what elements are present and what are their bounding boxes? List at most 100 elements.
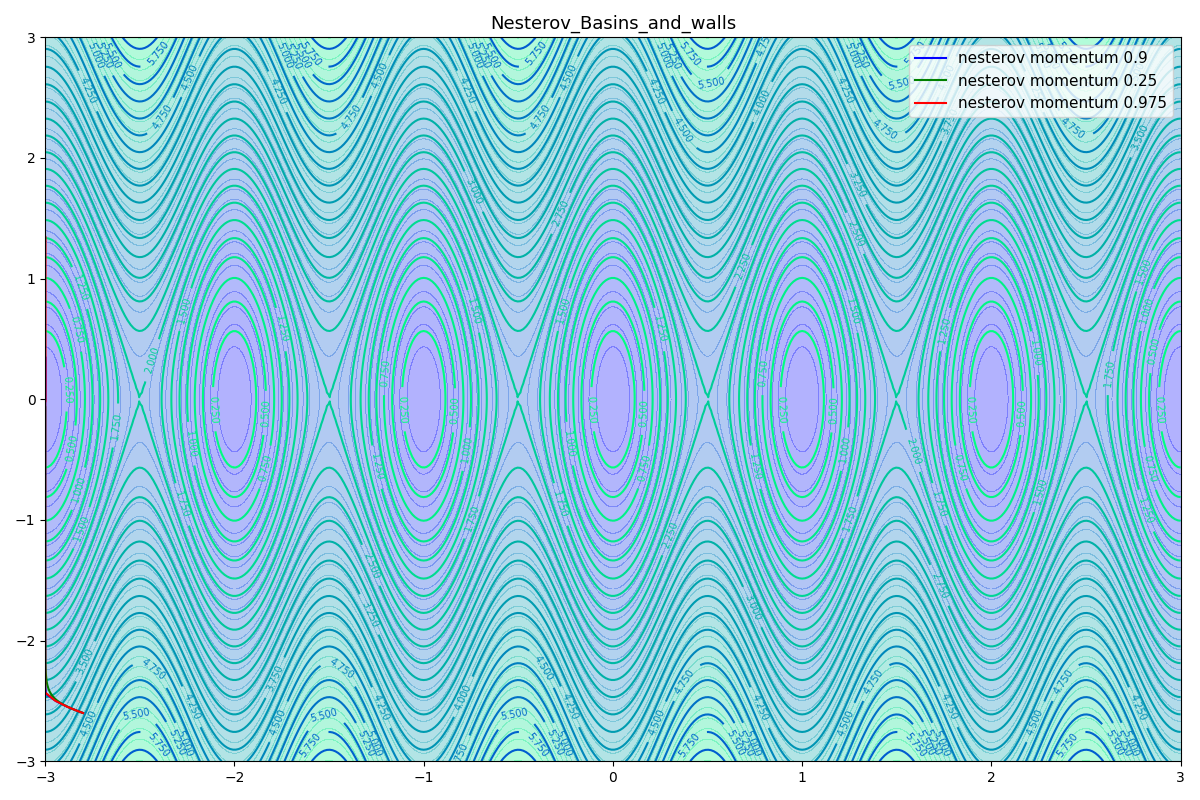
Text: 4.500: 4.500	[1127, 61, 1147, 90]
Text: 1.000: 1.000	[460, 435, 474, 463]
Text: 4.250: 4.250	[456, 76, 476, 106]
nesterov momentum 0.25	[38, 406, 53, 416]
Text: 0.750: 0.750	[952, 453, 968, 482]
Text: 5.750: 5.750	[902, 40, 928, 68]
Text: 5.750: 5.750	[298, 40, 323, 68]
Text: 0.500: 0.500	[260, 399, 271, 427]
Text: 1.000: 1.000	[839, 435, 852, 463]
Text: 3.000: 3.000	[742, 593, 762, 622]
Text: 5.250: 5.250	[923, 727, 943, 757]
Text: 1.500: 1.500	[1032, 476, 1049, 506]
Text: 1.750: 1.750	[110, 411, 122, 440]
Text: 0.250: 0.250	[208, 395, 218, 423]
Text: 3.500: 3.500	[1130, 122, 1151, 152]
Text: 2.500: 2.500	[361, 550, 380, 580]
Text: 5.750: 5.750	[1055, 40, 1080, 68]
Text: 0.500: 0.500	[1016, 399, 1028, 427]
Text: 1.000: 1.000	[1028, 338, 1042, 367]
Text: 1.000: 1.000	[1138, 295, 1156, 324]
Text: 5.750: 5.750	[1055, 731, 1080, 759]
Text: 5.250: 5.250	[282, 42, 304, 71]
Text: 5.000: 5.000	[553, 729, 572, 758]
Text: 0.500: 0.500	[450, 396, 461, 425]
Text: 2.500: 2.500	[845, 218, 865, 248]
Text: 5.000: 5.000	[364, 729, 384, 758]
Text: 5.500: 5.500	[101, 41, 122, 70]
Title: Nesterov_Basins_and_walls: Nesterov_Basins_and_walls	[490, 15, 736, 34]
Text: 0.250: 0.250	[964, 395, 976, 423]
nesterov momentum 0.975	[38, 427, 53, 437]
Text: 5.500: 5.500	[121, 707, 151, 722]
Text: 1.750: 1.750	[552, 490, 569, 519]
nesterov momentum 0.975	[76, 708, 90, 718]
Text: 0.250: 0.250	[775, 395, 786, 423]
Text: 4.250: 4.250	[835, 76, 854, 106]
Text: 0.500: 0.500	[638, 399, 649, 427]
nesterov momentum 0.9	[76, 708, 90, 718]
Text: 3.750: 3.750	[265, 663, 286, 693]
nesterov momentum 0.25	[38, 510, 53, 520]
Text: 5.500: 5.500	[887, 75, 917, 92]
Text: 4.500: 4.500	[835, 709, 856, 738]
Text: 5.000: 5.000	[464, 41, 484, 70]
Text: 5.000: 5.000	[174, 729, 194, 758]
Text: 1.500: 1.500	[176, 295, 193, 324]
Text: 4.750: 4.750	[755, 28, 775, 58]
nesterov momentum 0.25	[71, 706, 85, 716]
Text: 4.750: 4.750	[340, 103, 364, 131]
Text: 4.500: 4.500	[532, 654, 554, 682]
Text: 4.500: 4.500	[79, 709, 98, 738]
Text: 5.250: 5.250	[1039, 42, 1060, 71]
Text: 2.750: 2.750	[551, 198, 571, 228]
Text: 0.750: 0.750	[1141, 454, 1158, 483]
Text: 5.000: 5.000	[842, 41, 862, 70]
Text: 5.000: 5.000	[275, 41, 294, 70]
Text: 4.750: 4.750	[870, 118, 899, 142]
Text: 5.500: 5.500	[1103, 729, 1126, 758]
Text: 1.250: 1.250	[368, 453, 384, 482]
Text: 5.500: 5.500	[500, 707, 529, 722]
nesterov momentum 0.9	[38, 491, 53, 501]
Text: 3.750: 3.750	[941, 106, 961, 135]
Text: 5.500: 5.500	[1075, 76, 1104, 91]
Text: 0.500: 0.500	[828, 396, 839, 425]
Text: 1.500: 1.500	[466, 297, 482, 326]
Text: 5.500: 5.500	[310, 707, 338, 724]
Text: 5.750: 5.750	[145, 40, 170, 68]
Text: 5.250: 5.250	[545, 727, 565, 757]
Text: 5.750: 5.750	[677, 40, 702, 68]
Text: 4.250: 4.250	[646, 77, 666, 106]
Text: 4.500: 4.500	[269, 707, 288, 737]
nesterov momentum 0.9	[38, 394, 53, 404]
nesterov momentum 0.9	[71, 706, 85, 716]
Text: 3.250: 3.250	[359, 600, 379, 629]
Text: 5.500: 5.500	[914, 729, 936, 758]
Text: 4.750: 4.750	[1058, 116, 1086, 142]
Text: 1.250: 1.250	[652, 315, 667, 344]
Text: 4.500: 4.500	[647, 707, 667, 737]
Text: 0.250: 0.250	[1153, 395, 1165, 423]
Text: 1.250: 1.250	[1136, 496, 1154, 526]
Text: 0.750: 0.750	[68, 315, 85, 345]
Text: 1.750: 1.750	[173, 490, 191, 519]
Text: 4.250: 4.250	[371, 693, 391, 722]
Text: 5.250: 5.250	[472, 41, 492, 70]
Text: 5.750: 5.750	[145, 731, 170, 759]
Text: 4.250: 4.250	[268, 77, 288, 106]
nesterov momentum 0.975	[38, 387, 53, 397]
Text: 1.750: 1.750	[463, 503, 481, 532]
Text: 5.000: 5.000	[742, 729, 762, 758]
Text: 0.750: 0.750	[379, 358, 391, 387]
Text: 1.750: 1.750	[930, 490, 948, 519]
Text: 4.750: 4.750	[151, 103, 174, 131]
Text: 3.250: 3.250	[846, 170, 866, 199]
Text: 5.000: 5.000	[1032, 41, 1051, 70]
Text: 1.250: 1.250	[937, 315, 952, 344]
Text: 4.500: 4.500	[180, 62, 200, 91]
Text: 4.750: 4.750	[451, 741, 470, 770]
Text: 4.250: 4.250	[181, 692, 202, 722]
Text: 4.250: 4.250	[78, 76, 98, 106]
Text: 4.750: 4.750	[673, 667, 697, 696]
Text: 4.250: 4.250	[1025, 77, 1044, 106]
Legend: nesterov momentum 0.9, nesterov momentum 0.25, nesterov momentum 0.975: nesterov momentum 0.9, nesterov momentum…	[908, 45, 1172, 118]
